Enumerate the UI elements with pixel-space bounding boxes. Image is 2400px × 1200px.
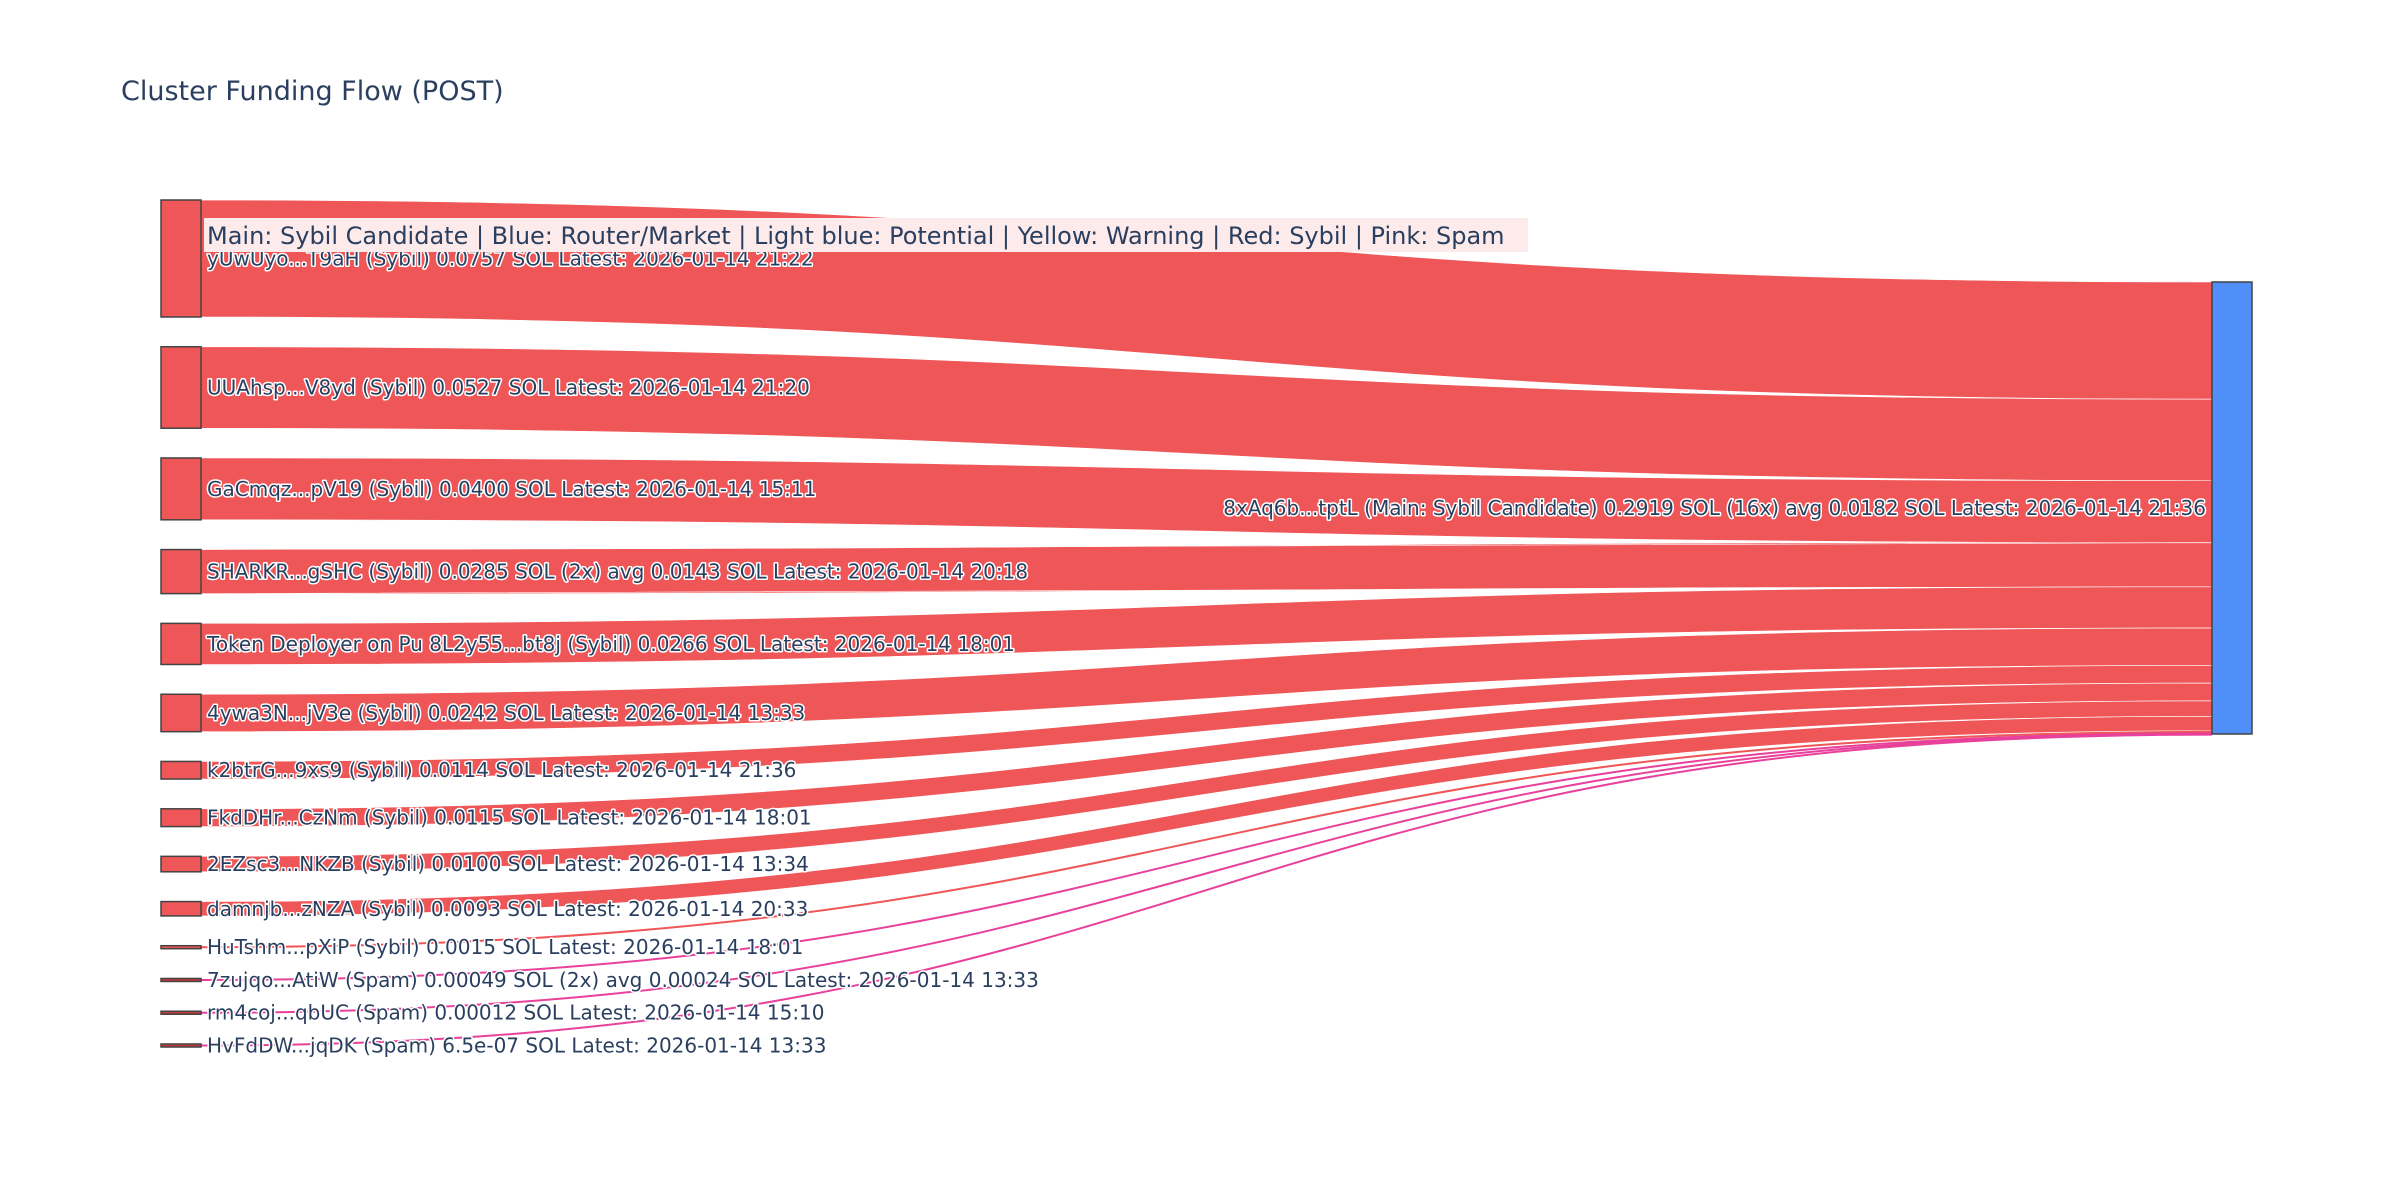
source-node-label: rm4coj...qbUC (Spam) 0.00012 SOL Latest:…: [207, 1001, 825, 1025]
source-node[interactable]: [160, 760, 202, 780]
source-node-label: 7zujqo...AtiW (Spam) 0.00049 SOL (2x) av…: [207, 968, 1039, 992]
source-node[interactable]: [160, 346, 202, 429]
source-node-label: HuTshm...pXiP (Sybil) 0.0015 SOL Latest:…: [207, 935, 803, 959]
source-node[interactable]: [160, 900, 202, 917]
source-node-label: GaCmqz...pV19 (Sybil) 0.0400 SOL Latest:…: [207, 477, 816, 501]
source-node[interactable]: [160, 622, 202, 666]
source-node[interactable]: [160, 808, 202, 828]
source-node[interactable]: [160, 457, 202, 521]
source-node-label: FkdDHr...CzNm (Sybil) 0.0115 SOL Latest:…: [207, 806, 812, 830]
source-node[interactable]: [160, 1043, 202, 1048]
source-node[interactable]: [160, 855, 202, 873]
flow-link[interactable]: [200, 733, 2213, 1014]
target-node-label: 8xAq6b...tptL (Main: Sybil Candidate) 0.…: [1223, 496, 2206, 520]
source-node-label: damnjb...zNZA (Sybil) 0.0093 SOL Latest:…: [207, 897, 808, 921]
legend-background: [204, 218, 1528, 252]
source-node-label: 4ywa3N...jV3e (Sybil) 0.0242 SOL Latest:…: [207, 701, 805, 725]
legend-text: Main: Sybil Candidate | Blue: Router/Mar…: [207, 222, 1505, 250]
flow-link[interactable]: [200, 732, 2213, 981]
source-node-label: k2btrG...9xs9 (Sybil) 0.0114 SOL Latest:…: [207, 758, 796, 782]
flow-links: [200, 199, 2213, 1047]
flow-nodes: [160, 199, 2253, 1048]
source-node-label: Token Deployer on Pu 8L2y55...bt8j (Sybi…: [206, 632, 1015, 656]
source-node-label: UUAhsp...V8yd (Sybil) 0.0527 SOL Latest:…: [207, 375, 810, 399]
source-node[interactable]: [160, 944, 202, 950]
source-node[interactable]: [160, 693, 202, 733]
node-labels: yUwUyo...T9aH (Sybil) 0.0757 SOL Latest:…: [205, 245, 2208, 1059]
target-node[interactable]: [2211, 281, 2253, 735]
source-node[interactable]: [160, 977, 202, 983]
source-node-label: HvFdDW...jqDK (Spam) 6.5e-07 SOL Latest:…: [207, 1034, 826, 1058]
flow-link[interactable]: [200, 733, 2213, 1047]
flow-link[interactable]: [200, 730, 2213, 949]
source-node[interactable]: [160, 548, 202, 595]
source-node[interactable]: [160, 199, 202, 318]
legend: Main: Sybil Candidate | Blue: Router/Mar…: [204, 218, 1528, 252]
source-node-label: SHARKR...gSHC (Sybil) 0.0285 SOL (2x) av…: [207, 560, 1028, 584]
chart-title: Cluster Funding Flow (POST): [121, 76, 504, 107]
source-node[interactable]: [160, 1010, 202, 1015]
source-node-label: 2EZsc3...NKZB (Sybil) 0.0100 SOL Latest:…: [207, 852, 809, 876]
